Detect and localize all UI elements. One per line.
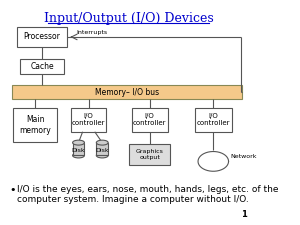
Text: Disk: Disk <box>72 148 85 153</box>
Text: Input/Output (I/O) Devices: Input/Output (I/O) Devices <box>44 12 213 25</box>
Ellipse shape <box>73 140 85 145</box>
Text: I/O
controller: I/O controller <box>133 113 167 126</box>
FancyBboxPatch shape <box>132 108 167 132</box>
FancyBboxPatch shape <box>16 27 68 47</box>
Text: Main
memory: Main memory <box>20 115 51 135</box>
Text: Graphics
output: Graphics output <box>136 149 164 160</box>
FancyBboxPatch shape <box>129 144 170 165</box>
Ellipse shape <box>96 153 108 158</box>
Text: I/O
controller: I/O controller <box>72 113 105 126</box>
FancyBboxPatch shape <box>20 59 64 74</box>
Text: Disk: Disk <box>95 148 109 153</box>
Text: Memory– I/O bus: Memory– I/O bus <box>95 88 159 97</box>
FancyBboxPatch shape <box>195 108 232 132</box>
Text: Interrupts: Interrupts <box>76 31 107 36</box>
Bar <box>96 143 108 155</box>
FancyBboxPatch shape <box>71 108 106 132</box>
FancyBboxPatch shape <box>13 108 57 142</box>
Ellipse shape <box>96 140 108 145</box>
Text: Network: Network <box>230 154 257 159</box>
Text: 1: 1 <box>241 210 247 219</box>
FancyBboxPatch shape <box>12 85 242 99</box>
Text: •: • <box>10 185 16 195</box>
Text: Cache: Cache <box>30 62 54 71</box>
Text: I/O is the eyes, ears, nose, mouth, hands, legs, etc. of the
computer system. Im: I/O is the eyes, ears, nose, mouth, hand… <box>16 185 278 205</box>
Ellipse shape <box>73 153 85 158</box>
Text: Processor: Processor <box>24 32 61 41</box>
Text: I/O
controller: I/O controller <box>196 113 230 126</box>
Bar <box>73 143 85 155</box>
